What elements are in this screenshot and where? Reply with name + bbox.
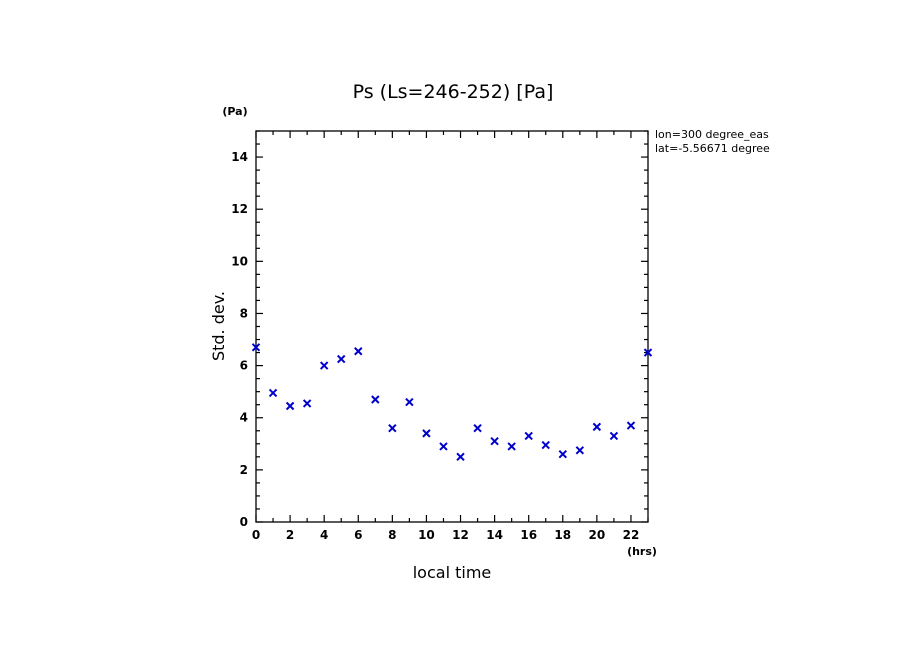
data-point [354,347,363,356]
x-tick-label: 14 [486,528,503,542]
x-tick-label: 4 [320,528,328,542]
x-tick-label: 10 [418,528,435,542]
data-point [490,436,499,446]
y-tick-label: 8 [240,306,248,320]
data-point [592,422,602,432]
y-tick-label: 10 [231,254,248,268]
annotation-lon: lon=300 degree_eas [655,128,769,141]
plot-frame [255,130,649,523]
data-point [337,354,346,364]
data-point [388,423,397,433]
data-point [643,348,653,357]
y-axis-label: Std. dev. [209,291,228,361]
data-points [251,343,653,462]
y-unit-label: (Pa) [222,105,247,118]
y-tick-label: 4 [240,411,248,425]
y-tick-label: 2 [240,463,248,477]
annotation-lat: lat=-5.56671 degree [655,142,770,155]
x-tick-label: 6 [354,528,362,542]
data-point [456,452,465,462]
data-point [524,431,533,441]
y-tick-label: 14 [231,150,248,164]
x-tick-label: 2 [286,528,294,542]
axis-ticks [255,130,649,523]
x-tick-label: 20 [589,528,606,542]
tick-labels: 0 2 4 6 8 10 12 14 16 18 20 22 0 2 4 6 8 10 12 14 [231,150,639,542]
data-point [405,397,414,407]
y-tick-label: 12 [231,202,248,216]
y-tick-label: 6 [240,359,248,373]
data-point [507,442,516,451]
data-point [302,399,312,408]
data-point [319,361,329,370]
x-unit-label: (hrs) [627,545,657,558]
x-tick-label: 18 [554,528,571,542]
data-point [558,450,567,459]
data-point [575,446,585,455]
x-tick-label: 0 [252,528,260,542]
y-tick-label: 0 [240,515,248,529]
x-axis-label: local time [413,563,492,582]
data-point [439,442,448,451]
data-point [371,395,380,404]
data-point [251,343,261,352]
data-point [473,423,482,433]
x-tick-label: 12 [452,528,469,542]
x-tick-label: 8 [388,528,396,542]
x-tick-label: 16 [520,528,537,542]
data-point [626,421,636,430]
data-point [422,429,431,438]
data-point [541,440,550,450]
data-point [285,401,295,411]
x-tick-label: 22 [623,528,640,542]
chart-title: Ps (Ls=246-252) [Pa] [353,81,554,103]
data-point [609,431,619,441]
data-point [268,388,278,398]
